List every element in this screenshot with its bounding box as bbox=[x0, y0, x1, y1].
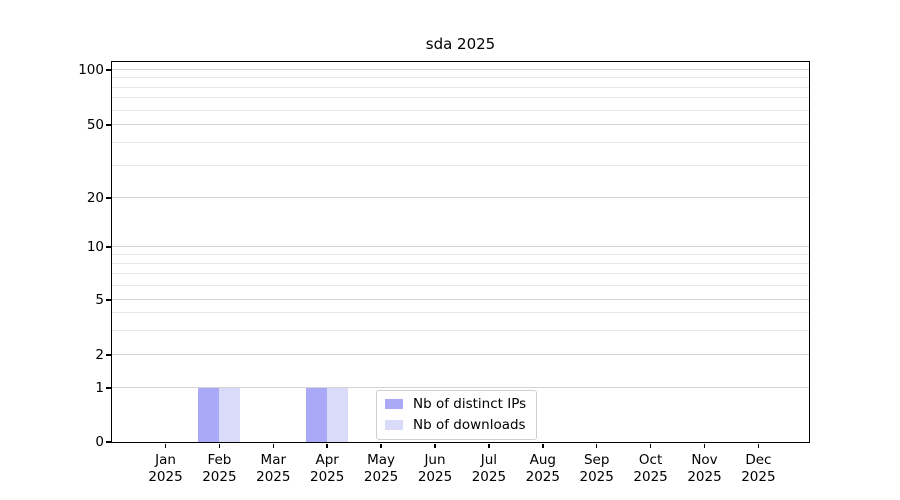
y-tick-mark bbox=[106, 197, 111, 199]
x-tick-label: Jan 2025 bbox=[134, 452, 198, 485]
x-tick-mark bbox=[488, 443, 490, 448]
gridline-major bbox=[111, 197, 809, 198]
x-tick-month: Mar bbox=[260, 452, 287, 468]
x-tick-label: Aug 2025 bbox=[511, 452, 575, 485]
gridline-major bbox=[111, 124, 809, 125]
x-tick-month: Aug bbox=[529, 452, 556, 468]
gridline-minor bbox=[111, 86, 809, 88]
x-tick-year: 2025 bbox=[310, 468, 345, 485]
gridline-minor bbox=[111, 164, 809, 166]
legend-row: Nb of downloads bbox=[385, 417, 526, 433]
gridline-minor bbox=[111, 329, 809, 331]
y-tick-mark bbox=[106, 387, 111, 389]
x-tick-month: Jul bbox=[480, 452, 498, 468]
legend-label: Nb of downloads bbox=[413, 417, 526, 433]
legend-swatch bbox=[385, 399, 403, 409]
x-tick-year: 2025 bbox=[633, 468, 668, 485]
y-tick-mark bbox=[106, 246, 111, 248]
x-tick-label: Apr 2025 bbox=[295, 452, 359, 485]
legend-row: Nb of distinct IPs bbox=[385, 396, 526, 412]
x-tick-month: Jun bbox=[424, 452, 446, 468]
x-tick-year: 2025 bbox=[687, 468, 722, 485]
gridline-major bbox=[111, 69, 809, 70]
y-tick-mark bbox=[106, 69, 111, 71]
bar-feb-2025-s1 bbox=[218, 387, 240, 442]
x-tick-mark bbox=[380, 443, 382, 448]
x-tick-month: Apr bbox=[315, 452, 339, 468]
y-tick-mark bbox=[106, 299, 111, 301]
x-tick-mark bbox=[434, 443, 436, 448]
x-tick-mark bbox=[326, 443, 328, 448]
x-tick-year: 2025 bbox=[363, 468, 399, 485]
x-tick-mark bbox=[595, 443, 598, 448]
x-tick-label: Jul 2025 bbox=[457, 452, 521, 485]
x-tick-label: Sep 2025 bbox=[565, 452, 629, 485]
y-tick-label: 50 bbox=[86, 117, 104, 133]
x-tick-month: Jan bbox=[155, 452, 176, 468]
x-tick-month: Sep bbox=[583, 452, 610, 468]
y-tick-mark bbox=[106, 124, 111, 126]
bar-apr-2025-s0 bbox=[305, 387, 327, 442]
x-tick-label: May 2025 bbox=[349, 452, 413, 485]
gridline-minor bbox=[111, 263, 809, 265]
x-tick-year: 2025 bbox=[417, 468, 453, 485]
x-tick-month: Dec bbox=[745, 452, 772, 468]
x-tick-mark bbox=[164, 443, 167, 448]
x-tick-label: Mar 2025 bbox=[241, 452, 305, 485]
x-tick-year: 2025 bbox=[202, 468, 237, 485]
plot-area bbox=[110, 60, 810, 443]
y-tick-label: 0 bbox=[95, 434, 104, 450]
gridline-minor bbox=[111, 141, 809, 143]
y-tick-label: 5 bbox=[95, 292, 104, 308]
x-tick-year: 2025 bbox=[256, 468, 291, 485]
chart-title: sda 2025 bbox=[425, 35, 496, 53]
gridline-major bbox=[111, 354, 809, 355]
x-tick-year: 2025 bbox=[525, 468, 560, 485]
x-tick-month: Feb bbox=[207, 452, 232, 468]
x-tick-mark bbox=[542, 443, 544, 448]
x-tick-year: 2025 bbox=[471, 468, 507, 485]
y-tick-label: 100 bbox=[78, 62, 104, 78]
x-tick-month: May bbox=[367, 452, 396, 468]
x-tick-mark bbox=[649, 443, 652, 448]
x-tick-year: 2025 bbox=[741, 468, 776, 485]
y-tick-label: 2 bbox=[95, 347, 104, 363]
x-tick-mark bbox=[218, 443, 221, 448]
x-tick-label: Nov 2025 bbox=[673, 452, 737, 485]
x-tick-label: Oct 2025 bbox=[619, 452, 683, 485]
x-tick-label: Jun 2025 bbox=[403, 452, 467, 485]
legend-label: Nb of distinct IPs bbox=[413, 396, 527, 412]
gridline-minor bbox=[111, 273, 809, 275]
gridline-minor bbox=[111, 285, 809, 287]
x-tick-mark bbox=[703, 443, 706, 448]
x-tick-year: 2025 bbox=[148, 468, 183, 485]
gridline-minor bbox=[111, 77, 809, 79]
gridline-major bbox=[111, 299, 809, 300]
x-tick-mark bbox=[272, 443, 275, 448]
gridline-minor bbox=[111, 312, 809, 314]
x-tick-year: 2025 bbox=[579, 468, 614, 485]
x-tick-label: Feb 2025 bbox=[187, 452, 251, 485]
y-tick-label: 10 bbox=[86, 239, 104, 255]
legend: Nb of distinct IPs Nb of downloads bbox=[376, 390, 538, 440]
y-tick-label: 1 bbox=[95, 380, 104, 396]
y-tick-mark bbox=[106, 441, 111, 443]
gridline-minor bbox=[111, 109, 809, 111]
gridline-major bbox=[111, 387, 809, 388]
gridline-major bbox=[111, 246, 809, 247]
legend-swatch bbox=[385, 420, 403, 430]
x-tick-mark bbox=[757, 443, 760, 448]
gridline-minor bbox=[111, 97, 809, 99]
bar-feb-2025-s0 bbox=[197, 387, 219, 442]
x-tick-month: Oct bbox=[638, 452, 663, 468]
x-tick-label: Dec 2025 bbox=[726, 452, 790, 485]
y-tick-mark bbox=[106, 354, 111, 356]
y-tick-label: 20 bbox=[86, 190, 104, 206]
bar-apr-2025-s1 bbox=[326, 387, 348, 442]
gridline-minor bbox=[111, 254, 809, 256]
x-tick-month: Nov bbox=[691, 452, 718, 468]
